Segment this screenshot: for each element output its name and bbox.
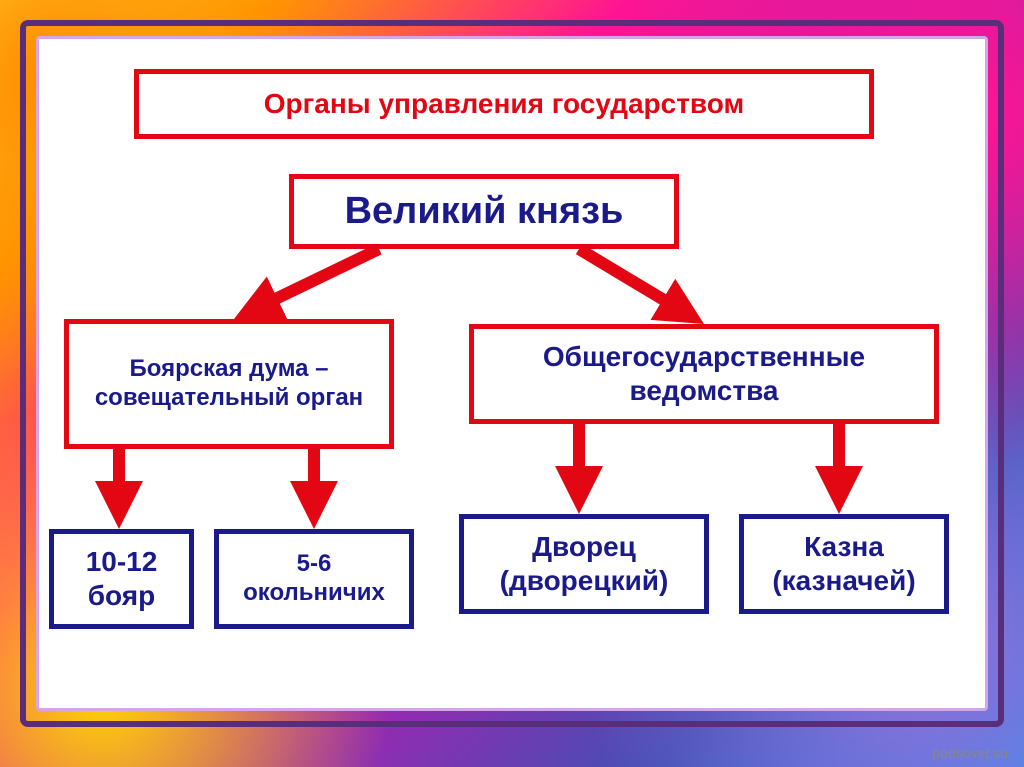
boyar-duma-text: Боярская дума – совещательный орган xyxy=(79,355,379,413)
diagram-content: Органы управления государством Великий к… xyxy=(39,39,985,708)
treasury-text: Казна (казначей) xyxy=(754,530,934,597)
palace-text: Дворец (дворецкий) xyxy=(474,530,694,597)
state-departments-box: Общегосударственные ведомства xyxy=(469,324,939,424)
boyars-box: 10-12 бояр xyxy=(49,529,194,629)
title-box: Органы управления государством xyxy=(134,69,874,139)
grand-prince-text: Великий князь xyxy=(345,189,624,235)
inner-frame: Органы управления государством Великий к… xyxy=(36,36,988,711)
treasury-box: Казна (казначей) xyxy=(739,514,949,614)
grand-prince-box: Великий князь xyxy=(289,174,679,249)
okolnichi-box: 5-6 окольничих xyxy=(214,529,414,629)
palace-box: Дворец (дворецкий) xyxy=(459,514,709,614)
boyar-duma-box: Боярская дума – совещательный орган xyxy=(64,319,394,449)
outer-frame: Органы управления государством Великий к… xyxy=(20,20,1004,727)
watermark-text: pedsovet.su xyxy=(933,745,1009,761)
boyars-text: 10-12 бояр xyxy=(64,545,179,612)
okolnichi-text: 5-6 окольничих xyxy=(229,550,399,608)
state-departments-text: Общегосударственные ведомства xyxy=(484,340,924,407)
title-text: Органы управления государством xyxy=(264,87,744,121)
